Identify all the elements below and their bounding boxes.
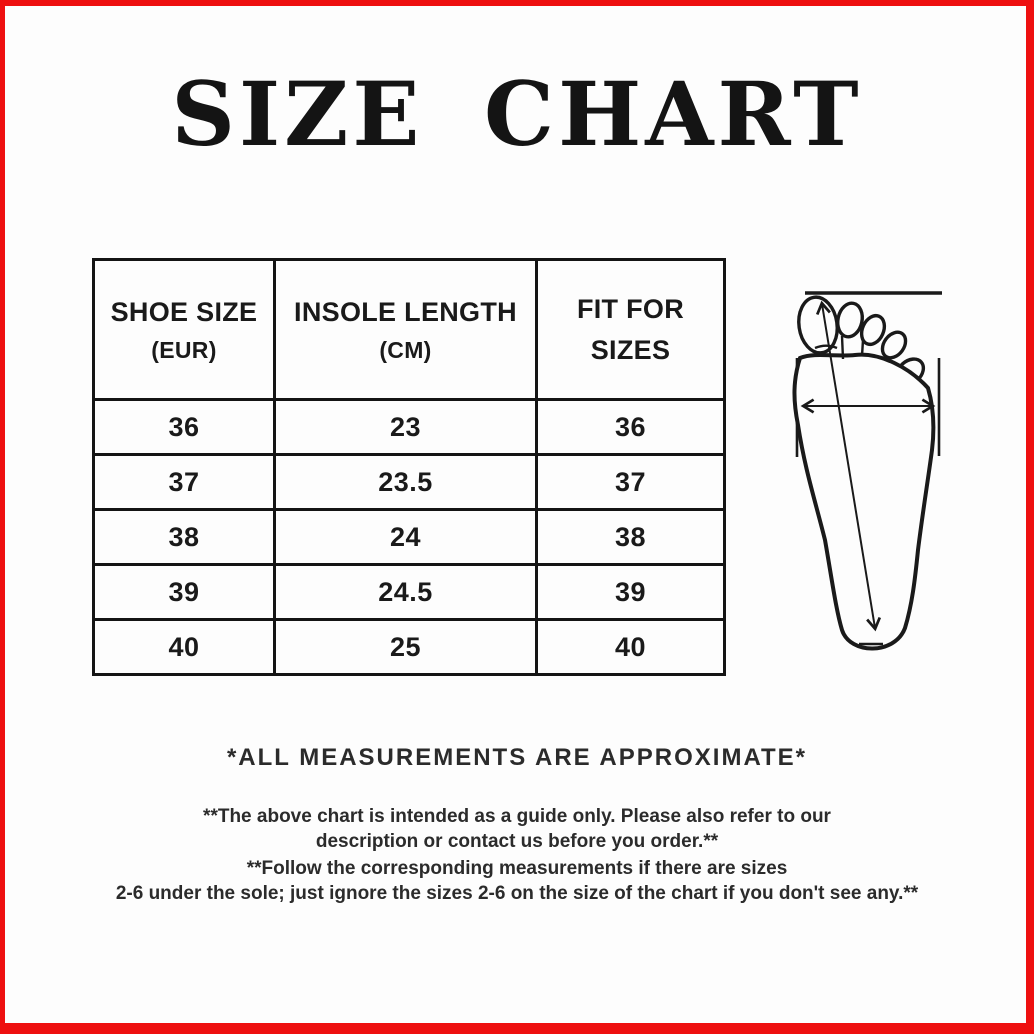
header-line: SHOE SIZE <box>110 297 258 327</box>
header-unit: (EUR) <box>151 336 217 363</box>
note-sizes: **Follow the corresponding measurements … <box>0 857 1034 906</box>
table-cell: 37 <box>538 456 723 508</box>
length-measure-arrow <box>815 300 882 632</box>
note-guide-line1: **The above chart is intended as a guide… <box>203 806 831 827</box>
table-header-insole-length: INSOLE LENGTH (CM) <box>276 261 535 398</box>
table-cell: 39 <box>538 566 723 618</box>
table-cell: 36 <box>95 401 273 453</box>
page-title: SIZE CHART <box>171 62 863 166</box>
table-cell: 23 <box>276 401 535 453</box>
size-table: SHOE SIZE (EUR) INSOLE LENGTH (CM) FIT F… <box>92 258 726 676</box>
header-unit: (CM) <box>379 336 432 363</box>
table-cell: 38 <box>95 511 273 563</box>
table-cell: 40 <box>95 621 273 673</box>
table-cell: 40 <box>538 621 723 673</box>
table-header-shoe-size: SHOE SIZE (EUR) <box>95 261 273 398</box>
table-cell: 24.5 <box>276 566 535 618</box>
note-sizes-line1: **Follow the corresponding measurements … <box>246 858 788 879</box>
table-cell: 38 <box>538 511 723 563</box>
foot-sole-outline <box>792 352 936 651</box>
table-cell: 23.5 <box>276 456 535 508</box>
header-line: INSOLE LENGTH <box>294 297 517 327</box>
note-guide-line2: description or contact us before you ord… <box>315 830 719 852</box>
table-cell: 36 <box>538 401 723 453</box>
note-approximate: *ALL MEASUREMENTS ARE APPROXIMATE* <box>226 744 808 771</box>
note-guide: **The above chart is intended as a guide… <box>0 805 1034 854</box>
header-line: SIZES <box>590 334 671 365</box>
header-line: FIT FOR <box>576 294 685 324</box>
table-cell: 24 <box>276 511 535 563</box>
table-cell: 39 <box>95 566 273 618</box>
foot-measurement-diagram-icon <box>792 291 942 651</box>
table-cell: 25 <box>276 621 535 673</box>
table-cell: 37 <box>95 456 273 508</box>
table-header-fit-for-sizes: FIT FOR SIZES <box>538 261 723 398</box>
note-sizes-line2: 2-6 under the sole; just ignore the size… <box>115 882 919 904</box>
